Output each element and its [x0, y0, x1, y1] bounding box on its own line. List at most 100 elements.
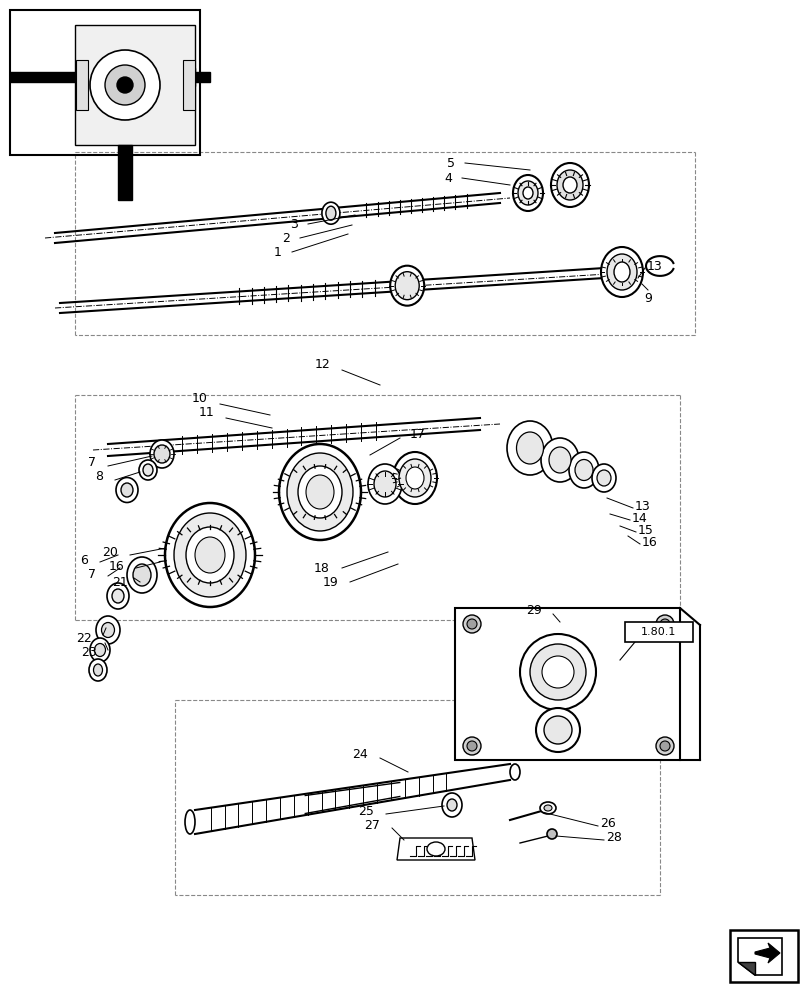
- Ellipse shape: [441, 793, 461, 817]
- Circle shape: [466, 619, 476, 629]
- Ellipse shape: [133, 564, 151, 586]
- Polygon shape: [397, 838, 474, 860]
- Ellipse shape: [127, 557, 157, 593]
- Ellipse shape: [446, 799, 457, 811]
- Ellipse shape: [540, 438, 578, 482]
- Ellipse shape: [393, 452, 436, 504]
- Circle shape: [90, 50, 160, 120]
- Text: 3: 3: [290, 218, 298, 231]
- Polygon shape: [10, 72, 75, 82]
- Ellipse shape: [556, 170, 582, 200]
- Text: 27: 27: [363, 819, 380, 832]
- Text: 15: 15: [637, 524, 653, 536]
- Ellipse shape: [513, 175, 543, 211]
- Ellipse shape: [607, 254, 636, 290]
- Ellipse shape: [374, 471, 396, 497]
- Circle shape: [462, 737, 480, 755]
- Text: 8: 8: [95, 470, 103, 483]
- Text: 12: 12: [314, 358, 329, 370]
- Ellipse shape: [139, 460, 157, 480]
- Text: 24: 24: [352, 748, 367, 760]
- Text: 16: 16: [108, 560, 124, 572]
- Bar: [76, 60, 88, 110]
- Ellipse shape: [551, 163, 588, 207]
- Ellipse shape: [574, 460, 592, 481]
- Ellipse shape: [121, 483, 133, 497]
- Ellipse shape: [395, 272, 418, 300]
- Text: 22: 22: [76, 632, 92, 645]
- Polygon shape: [118, 145, 132, 200]
- Text: 16: 16: [642, 536, 657, 548]
- Polygon shape: [754, 943, 779, 963]
- Circle shape: [535, 708, 579, 752]
- Ellipse shape: [543, 805, 551, 811]
- Ellipse shape: [150, 440, 174, 468]
- Ellipse shape: [390, 266, 423, 306]
- Ellipse shape: [509, 764, 519, 780]
- Text: 1.80.1: 1.80.1: [641, 627, 676, 637]
- Ellipse shape: [185, 810, 195, 834]
- Ellipse shape: [398, 459, 431, 497]
- Text: 25: 25: [358, 805, 374, 818]
- Ellipse shape: [562, 177, 577, 193]
- Bar: [454, 608, 679, 760]
- Ellipse shape: [522, 187, 532, 199]
- Ellipse shape: [195, 537, 225, 573]
- Ellipse shape: [517, 181, 538, 205]
- Bar: [729, 930, 797, 982]
- Text: 17: 17: [410, 428, 425, 440]
- Polygon shape: [195, 72, 210, 82]
- Text: 7: 7: [88, 568, 96, 580]
- Circle shape: [659, 741, 669, 751]
- Text: 21: 21: [112, 576, 128, 588]
- Ellipse shape: [286, 453, 353, 531]
- Text: 19: 19: [322, 576, 337, 588]
- Text: 23: 23: [81, 647, 97, 660]
- Ellipse shape: [569, 452, 599, 488]
- Bar: [75, 25, 195, 145]
- Ellipse shape: [506, 421, 552, 475]
- Ellipse shape: [306, 475, 333, 509]
- Ellipse shape: [107, 583, 129, 609]
- Circle shape: [519, 634, 595, 710]
- Ellipse shape: [90, 638, 109, 662]
- Text: 28: 28: [605, 831, 621, 844]
- Ellipse shape: [591, 464, 616, 492]
- Polygon shape: [185, 68, 195, 86]
- Polygon shape: [737, 938, 781, 975]
- Ellipse shape: [165, 503, 255, 607]
- Ellipse shape: [321, 202, 340, 224]
- Ellipse shape: [94, 644, 105, 656]
- Text: 7: 7: [88, 456, 96, 468]
- Bar: [624, 622, 692, 642]
- Ellipse shape: [367, 464, 401, 504]
- Ellipse shape: [596, 470, 610, 486]
- Ellipse shape: [116, 478, 138, 502]
- Text: 11: 11: [198, 406, 214, 418]
- Ellipse shape: [298, 466, 341, 518]
- Text: 26: 26: [599, 817, 615, 830]
- Ellipse shape: [279, 444, 361, 540]
- Ellipse shape: [89, 659, 107, 681]
- Circle shape: [530, 644, 586, 700]
- Ellipse shape: [516, 432, 543, 464]
- Ellipse shape: [186, 527, 234, 583]
- Ellipse shape: [93, 664, 102, 676]
- Circle shape: [117, 77, 133, 93]
- Circle shape: [541, 656, 573, 688]
- Text: 10: 10: [192, 391, 208, 404]
- Ellipse shape: [143, 464, 152, 476]
- Text: 13: 13: [634, 499, 650, 512]
- Text: 9: 9: [643, 292, 651, 304]
- Circle shape: [659, 619, 669, 629]
- Circle shape: [655, 737, 673, 755]
- Polygon shape: [737, 962, 754, 975]
- Ellipse shape: [325, 206, 336, 220]
- Text: 13: 13: [646, 259, 662, 272]
- Circle shape: [466, 741, 476, 751]
- Text: 5: 5: [446, 157, 454, 170]
- Ellipse shape: [548, 447, 570, 473]
- Text: 14: 14: [631, 512, 647, 524]
- Text: 2: 2: [281, 232, 290, 244]
- Ellipse shape: [406, 467, 423, 489]
